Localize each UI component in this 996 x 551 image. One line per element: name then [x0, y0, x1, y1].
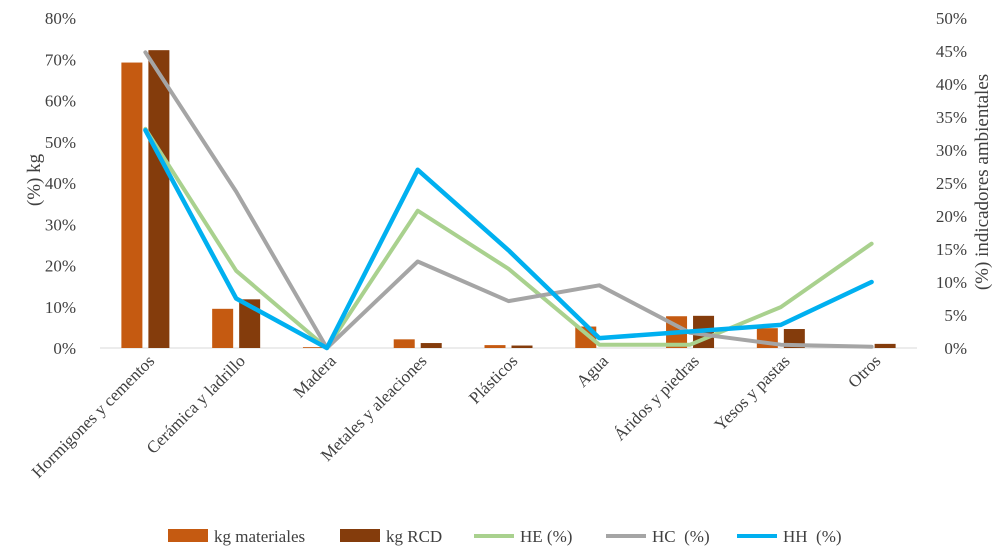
right-tick-label: 5%: [944, 306, 967, 325]
right-tick-label: 45%: [936, 42, 967, 61]
left-tick-label: 0%: [53, 339, 76, 358]
right-tick-label: 25%: [936, 174, 967, 193]
bar-kg-materiales: [393, 339, 415, 348]
bar-kg-materiales: [302, 347, 324, 348]
line-he: [143, 126, 874, 350]
left-axis-title: (%) kg: [24, 153, 45, 206]
left-tick-label: 20%: [45, 257, 76, 276]
right-tick-label: 35%: [936, 108, 967, 127]
bar-kg-rcd: [511, 345, 533, 348]
bar-kg-rcd: [239, 299, 261, 348]
right-tick-label: 40%: [936, 75, 967, 94]
left-tick-label: 10%: [45, 298, 76, 317]
category-label: Hormigones y cementos: [28, 351, 158, 481]
line-hc: [143, 50, 874, 350]
category-label: Otros: [844, 351, 884, 391]
legend-label: kg RCD: [386, 527, 442, 546]
right-tick-label: 20%: [936, 207, 967, 226]
right-tick-label: 0%: [944, 339, 967, 358]
right-tick-label: 30%: [936, 141, 967, 160]
bars-group: [121, 50, 896, 349]
legend-label: HH (%): [783, 527, 842, 546]
lines-group: [143, 50, 874, 351]
legend-label: kg materiales: [214, 527, 305, 546]
right-axis-title: (%) indicadores ambientales: [972, 74, 993, 290]
right-tick-label: 15%: [936, 240, 967, 259]
category-label: Yesos y pastas: [711, 351, 794, 434]
legend: kg materiales kg RCD HE (%) HC (%) HH (%): [168, 527, 842, 546]
legend-label: HE (%): [520, 527, 572, 546]
bar-kg-materiales: [121, 62, 143, 349]
category-label: Plásticos: [465, 351, 521, 407]
right-axis-ticks: 0% 5% 10% 15% 20% 25% 30% 35% 40% 45% 50%: [936, 9, 967, 358]
line-hh: [143, 127, 874, 351]
legend-swatch: [168, 529, 208, 542]
left-tick-label: 60%: [45, 92, 76, 111]
left-tick-label: 70%: [45, 50, 76, 69]
bar-kg-materiales: [212, 308, 234, 348]
left-tick-label: 80%: [45, 9, 76, 28]
bar-kg-rcd: [874, 343, 896, 348]
bar-kg-rcd: [148, 50, 170, 349]
bar-kg-rcd: [420, 343, 442, 348]
left-tick-label: 50%: [45, 133, 76, 152]
right-tick-label: 10%: [936, 273, 967, 292]
left-tick-label: 30%: [45, 215, 76, 234]
category-label: Agua: [573, 351, 613, 391]
category-label: Áridos y piedras: [610, 351, 703, 444]
left-tick-label: 40%: [45, 174, 76, 193]
right-tick-label: 50%: [936, 9, 967, 28]
legend-label: HC (%): [652, 527, 710, 546]
bar-kg-materiales: [484, 345, 506, 348]
category-label: Madera: [290, 351, 340, 401]
legend-swatch: [340, 529, 380, 542]
category-label: Cerámica y ladrillo: [143, 351, 249, 457]
left-axis-ticks: 0% 10% 20% 30% 40% 50% 60% 70% 80%: [45, 9, 76, 358]
